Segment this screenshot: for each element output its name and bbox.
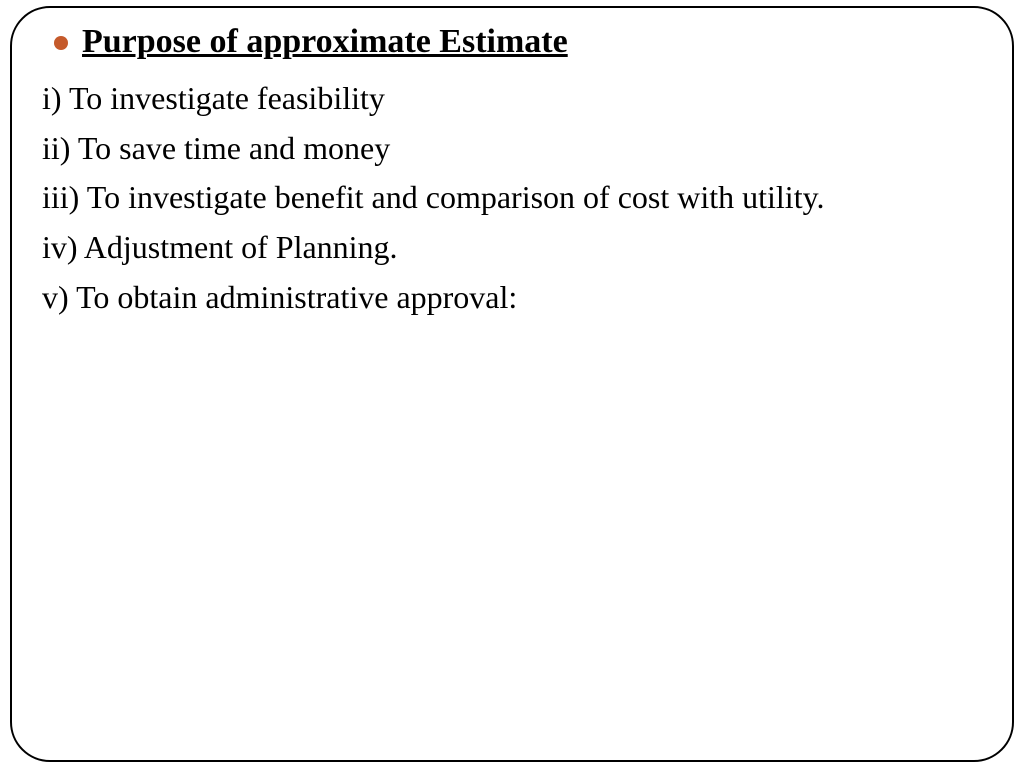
slide-frame: Purpose of approximate Estimate i) To in…: [10, 6, 1014, 762]
list-item-4: iv) Adjustment of Planning.: [42, 223, 982, 273]
list-item-2: ii) To save time and money: [42, 124, 982, 174]
heading-row: Purpose of approximate Estimate: [54, 20, 982, 64]
list-item-5: v) To obtain administrative approval:: [42, 273, 982, 323]
slide-heading: Purpose of approximate Estimate: [82, 20, 568, 64]
list-item-3: iii) To investigate benefit and comparis…: [42, 173, 982, 223]
bullet-icon: [54, 36, 68, 50]
list-item-1: i) To investigate feasibility: [42, 74, 982, 124]
